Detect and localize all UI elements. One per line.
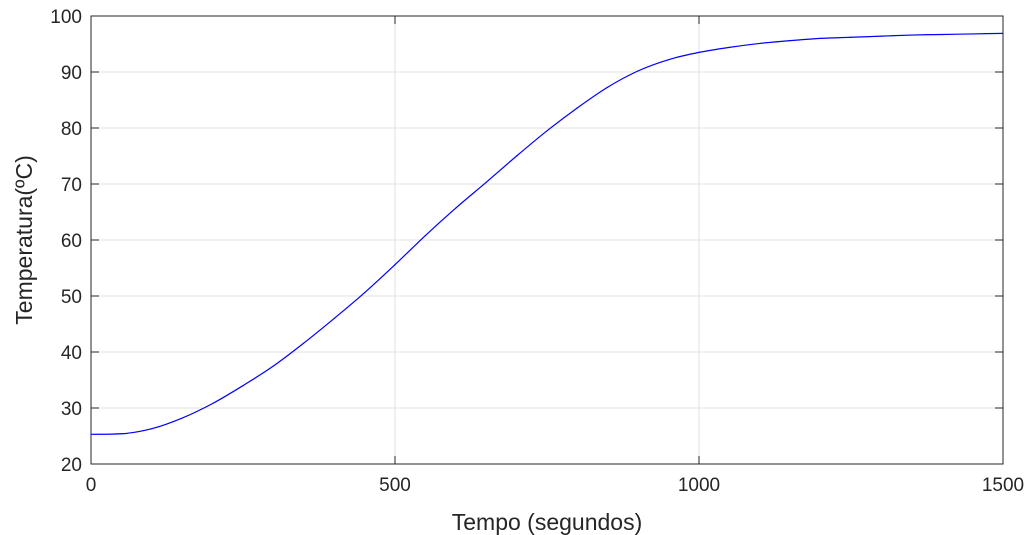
data-point: [820, 37, 822, 40]
data-point: [698, 51, 700, 54]
data-point: [272, 365, 274, 367]
grid-lines: [90, 15, 1004, 465]
y-axis-label: Temperatura(ºC): [11, 155, 37, 324]
data-point: [789, 40, 791, 42]
y-tick-label: 50: [61, 287, 82, 308]
data-point: [242, 385, 244, 387]
data-point: [607, 86, 609, 88]
x-tick-label: 0: [86, 475, 97, 496]
x-tick-label: 500: [379, 475, 411, 496]
data-point: [941, 33, 943, 36]
data-point: [576, 107, 579, 109]
data-point: [850, 36, 852, 38]
x-tick-label: 1000: [678, 475, 720, 496]
data-point: [394, 264, 396, 266]
data-point: [546, 130, 548, 132]
y-tick-label: 100: [50, 7, 82, 28]
y-tick-label: 30: [61, 399, 82, 420]
data-point: [151, 428, 153, 430]
data-point: [759, 42, 761, 45]
x-tick-label: 1500: [982, 475, 1024, 496]
data-point: [364, 292, 366, 294]
data-point: [516, 155, 518, 157]
y-tick-label: 20: [61, 455, 82, 476]
x-axis-label: Tempo (segundos): [452, 509, 643, 535]
data-point: [333, 317, 335, 319]
data-point: [972, 33, 974, 35]
data-point: [637, 70, 639, 72]
data-point: [728, 46, 731, 48]
y-tick-label: 70: [61, 175, 82, 196]
data-point: [485, 181, 487, 183]
data-point: [455, 207, 457, 209]
data-point: [303, 342, 305, 344]
data-point: [120, 433, 122, 435]
data-point: [911, 34, 913, 36]
y-tick-label: 90: [61, 63, 82, 84]
axis-ticks: 0 500 1000 1500 20 30 40 50 60 70 80 90 100: [50, 7, 1024, 496]
series-layer: [90, 32, 1004, 435]
data-point: [181, 417, 183, 419]
data-point: [880, 35, 883, 37]
data-point: [424, 234, 426, 237]
y-tick-label: 80: [61, 119, 82, 140]
y-tick-label: 60: [61, 231, 82, 252]
y-tick-label: 40: [61, 343, 82, 364]
data-point: [212, 402, 214, 405]
data-point: [668, 59, 670, 61]
